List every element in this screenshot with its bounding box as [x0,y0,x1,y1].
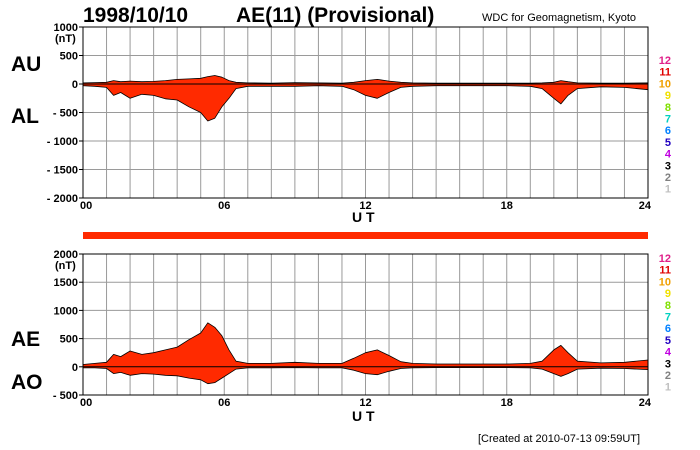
au-al-grid [83,27,648,198]
ae-ao-x-tick-label: 00 [80,397,92,409]
station-legend-item: 1 [665,382,671,394]
au-al-x-tick-label: 06 [218,200,230,212]
station-legend-item: 8 [665,102,671,114]
ae-ao-y-tick-label: 1500 [54,277,78,289]
station-legend-item: 12 [659,253,671,265]
au-al-y-tick-label: - 1000 [47,136,78,148]
ae-ao-y-tick-label: 2000 [54,249,78,261]
station-legend-item: 9 [665,288,671,300]
au-al-x-tick-label: 00 [80,200,92,212]
station-legend-item: 5 [665,137,671,149]
station-legend-item: 4 [665,149,672,161]
ae-ao-frame [82,253,649,396]
au-al-y-tick-label: - 1500 [47,165,78,177]
ae-ao-x-tick-label: 06 [218,397,230,409]
station-legend-item: 3 [665,160,671,172]
station-legend-item: 7 [665,312,671,324]
date-title: 1998/10/10 [83,4,188,27]
station-legend-item: 7 [665,114,671,126]
au-al-x-ticks: 00 06 12 18 24 [80,200,652,212]
au-al-y-tick-label: 500 [60,51,78,63]
au-al-x-tick-label: 18 [501,200,513,212]
index-title: AE(11) (Provisional) [236,4,434,27]
station-legend-item: 2 [665,172,671,184]
station-legend-item: 3 [665,358,671,370]
organization-label: WDC for Geomagnetism, Kyoto [482,12,636,24]
created-timestamp: [Created at 2010-07-13 09:59UT] [478,433,640,445]
data-coverage-bar [83,232,648,239]
au-al-y-tick-label: 1000 [54,22,78,34]
ae-label: AE [11,328,40,351]
ae-ao-unit: (nT) [55,260,76,272]
ae-ao-x-tick-label: 12 [359,397,371,409]
station-legend-item: 10 [659,276,671,288]
station-legend-item: 4 [665,347,672,359]
au-al-x-tick-label: 24 [639,200,652,212]
ao-label: AO [11,371,43,394]
au-al-x-tick-label: 12 [359,200,371,212]
ae-ao-y-tick-label: 1000 [54,305,78,317]
station-legend-item: 1 [665,184,671,196]
ae-ao-y-tick-label: 0 [72,362,78,374]
au-al-x-axis-label: U T [352,209,375,225]
station-legend-item: 9 [665,90,671,102]
ae-ao-x-tick-label: 24 [639,397,652,409]
station-legend-item: 8 [665,300,671,312]
al-label: AL [11,105,39,128]
station-legend-item: 5 [665,335,671,347]
au-al-y-ticks: 1000 500 0 - 500 - 1000 - 1500 - 2000 [47,22,83,205]
ae-ao-x-tick-label: 18 [501,397,513,409]
station-legend-item: 11 [659,67,671,79]
au-al-y-tick-label: 0 [72,79,78,91]
au-label: AU [11,53,41,76]
station-legend-item: 6 [665,323,671,335]
ae-ao-x-ticks: 00 06 12 18 24 [80,397,652,409]
station-legend-item: 6 [665,125,671,137]
ae-ao-y-tick-label: 500 [60,334,78,346]
station-legend-item: 10 [659,78,671,90]
ae-ao-y-ticks: 2000 1500 1000 500 0 - 500 [53,249,83,402]
au-al-unit: (nT) [55,33,76,45]
ae-ao-y-tick-label: - 500 [53,390,78,402]
station-legend-item: 2 [665,370,671,382]
station-legend-item: 11 [659,265,671,277]
station-legend-item: 12 [659,55,671,67]
ae-ao-x-axis-label: U T [352,408,375,424]
au-al-y-tick-label: - 500 [53,108,78,120]
au-al-y-tick-label: - 2000 [47,193,78,205]
